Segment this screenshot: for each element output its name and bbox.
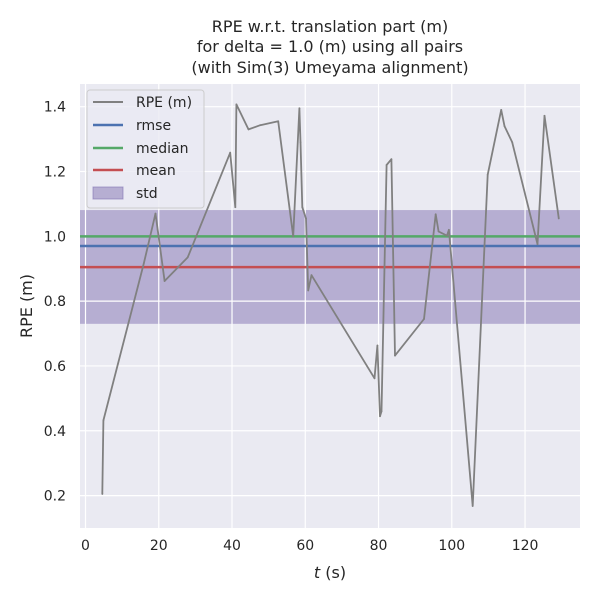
chart-title-line-1: RPE w.r.t. translation part (m) (212, 17, 448, 36)
x-axis-label-variable: t (314, 563, 321, 582)
rpe-series-line (101, 103, 560, 507)
rpe-data-point (292, 235, 295, 238)
legend: RPE (m) rmse median mean std (86, 89, 205, 209)
rpe-data-point (298, 107, 301, 110)
x-tick-label: 100 (438, 538, 465, 554)
rpe-data-point (259, 124, 262, 127)
rpe-data-point (310, 274, 313, 277)
rpe-data-point (186, 256, 189, 259)
x-tick-label: 60 (296, 538, 314, 554)
rpe-data-point (536, 243, 539, 245)
rpe-data-point (447, 228, 450, 231)
rpe-data-point (234, 206, 237, 209)
rpe-data-point (235, 103, 238, 106)
legend-rpe-label: RPE (m) (136, 95, 192, 111)
rpe-data-point (305, 217, 307, 220)
x-tick-label: 0 (81, 538, 90, 554)
legend-std-label: std (136, 186, 158, 202)
legend-std-swatch (92, 186, 124, 200)
rpe-data-point (385, 164, 388, 166)
rpe-data-point (503, 125, 506, 128)
chart-title-line-3: (with Sim(3) Umeyama alignment) (191, 58, 468, 77)
legend-rmse-label: rmse (136, 118, 171, 134)
chart-title-line-2: for delta = 1.0 (m) using all pairs (197, 37, 463, 56)
rpe-data-point (423, 318, 425, 320)
rpe-data-point (390, 158, 393, 161)
x-tick-label: 120 (512, 538, 539, 554)
rpe-data-point (543, 114, 546, 117)
rpe-data-point (376, 344, 379, 347)
rpe-data-point (102, 419, 105, 422)
rpe-data-point (557, 217, 560, 220)
rpe-data-point (299, 141, 302, 144)
y-tick-label: 0.2 (44, 489, 66, 505)
y-axis-label: RPE (m) (17, 274, 36, 338)
rpe-data-point (511, 141, 514, 144)
y-tick-label: 1.0 (44, 229, 66, 245)
rpe-data-point (380, 410, 383, 413)
rpe-data-point (307, 289, 310, 292)
rpe-data-point (156, 228, 159, 231)
y-tick-label: 0.6 (44, 359, 66, 375)
legend-frame (86, 89, 205, 209)
rpe-data-point (101, 493, 104, 495)
rpe-data-point (434, 213, 437, 216)
rpe-data-point (163, 280, 166, 282)
x-axis-label-unit: (s) (320, 563, 346, 582)
y-tick-label: 1.4 (44, 100, 66, 116)
legend-entries: RPE (m) rmse median mean std (92, 95, 192, 202)
rpe-data-point (301, 206, 304, 209)
x-tick-label: 80 (370, 538, 388, 554)
x-tick-label: 40 (223, 538, 241, 554)
rpe-data-point (471, 505, 474, 507)
y-tick-label: 0.4 (44, 424, 66, 440)
rpe-data-point (500, 109, 503, 111)
rpe-data-point (437, 230, 440, 233)
rpe-data-point (277, 120, 280, 123)
tick-labels-layer: 0 20 40 60 80 100 120 0.2 0.4 0.6 0.8 1.0 1.2 1.4 (44, 100, 539, 554)
rpe-data-point (154, 212, 157, 215)
rpe-data-point (446, 234, 448, 237)
rpe-data-point (142, 262, 145, 265)
y-tick-label: 0.8 (44, 294, 66, 310)
y-tick-label: 1.2 (44, 165, 66, 181)
legend-median-label: median (136, 141, 188, 157)
legend-mean-label: mean (136, 163, 176, 179)
rpe-data-point (247, 128, 250, 131)
rpe-data-point (394, 354, 396, 357)
rpe-data-point (486, 173, 489, 176)
rpe-data-point (229, 151, 232, 154)
x-tick-label: 20 (150, 538, 168, 554)
series-layer (101, 103, 560, 507)
rpe-data-point (379, 415, 381, 418)
x-axis-label: t (s) (314, 563, 346, 582)
rpe-data-point (373, 377, 376, 380)
